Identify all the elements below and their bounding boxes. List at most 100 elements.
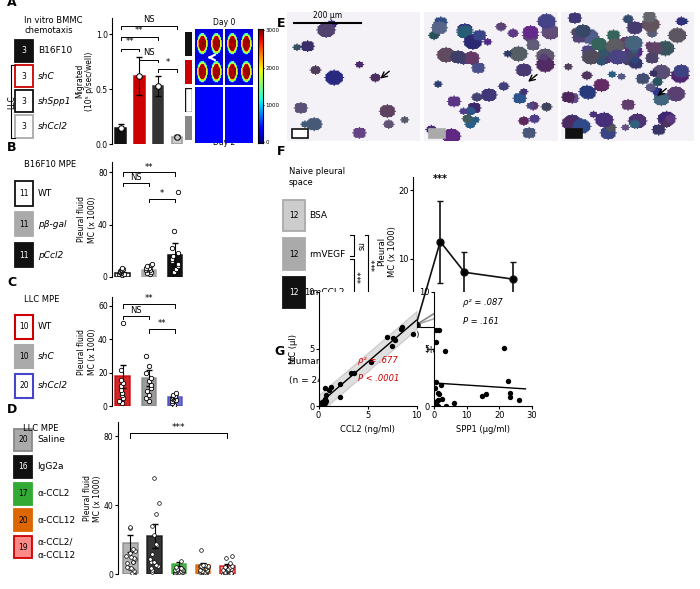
Point	[167, 390, 178, 399]
Point	[125, 552, 136, 562]
Text: ***: ***	[433, 174, 448, 184]
Point	[440, 401, 452, 411]
Text: 11: 11	[20, 220, 29, 229]
Point	[225, 569, 236, 578]
Point	[218, 569, 229, 578]
Point	[220, 554, 231, 563]
Bar	[292, 129, 307, 138]
Point	[116, 390, 127, 399]
Point	[115, 123, 126, 133]
Point	[146, 567, 158, 577]
Point	[166, 254, 177, 263]
Point	[134, 71, 145, 81]
Point	[144, 265, 155, 274]
Point	[151, 541, 162, 550]
Point	[128, 553, 139, 562]
Point	[221, 565, 232, 575]
Point	[321, 396, 332, 406]
Point	[123, 563, 134, 573]
Bar	[141, 270, 156, 277]
Point	[195, 545, 206, 554]
Point	[430, 383, 441, 393]
Point	[167, 393, 178, 403]
Point	[175, 556, 186, 565]
Point	[116, 398, 127, 408]
Point	[196, 567, 207, 576]
Point	[170, 567, 181, 577]
Text: Saline: Saline	[38, 435, 65, 444]
Point	[505, 389, 516, 398]
Bar	[123, 543, 138, 574]
Text: C: C	[7, 276, 16, 289]
Point	[318, 396, 330, 405]
Point	[196, 568, 207, 577]
Bar	[141, 378, 156, 406]
Point	[146, 373, 157, 383]
Point	[201, 567, 212, 576]
Point	[145, 554, 156, 564]
Text: shCcl2: shCcl2	[38, 381, 68, 391]
Point	[319, 398, 330, 408]
Point	[129, 567, 140, 576]
Point	[219, 569, 230, 578]
Point	[168, 267, 179, 276]
FancyBboxPatch shape	[14, 509, 32, 531]
Point	[125, 563, 136, 573]
Point	[125, 523, 136, 532]
X-axis label: Hours after injection: Hours after injection	[426, 346, 512, 355]
Point	[146, 380, 157, 389]
Point	[220, 568, 231, 577]
Text: LLC MPE: LLC MPE	[24, 295, 60, 304]
Point	[202, 561, 214, 571]
Text: F: F	[276, 145, 285, 158]
Point	[153, 498, 164, 508]
Text: Human MPE: Human MPE	[289, 358, 343, 366]
Bar	[134, 76, 144, 144]
Point	[175, 566, 186, 575]
Point	[113, 269, 125, 278]
Point	[128, 569, 139, 578]
Text: 3: 3	[22, 71, 27, 81]
Point	[116, 375, 127, 384]
Point	[170, 388, 181, 398]
Point	[325, 382, 336, 391]
Point	[141, 262, 153, 271]
Point	[146, 549, 158, 558]
Point	[167, 243, 178, 253]
Point	[176, 564, 187, 573]
Point	[118, 393, 129, 403]
Point	[318, 398, 330, 408]
Point	[177, 565, 188, 575]
Bar	[196, 565, 210, 574]
Text: Day 0: Day 0	[213, 18, 235, 27]
Point	[449, 398, 460, 408]
Point	[127, 569, 139, 578]
Point	[167, 392, 178, 402]
Point	[117, 264, 128, 274]
Point	[432, 396, 443, 405]
Text: α-CCL2: α-CCL2	[38, 489, 70, 498]
Text: *: *	[165, 58, 169, 67]
Text: **: **	[158, 319, 166, 329]
Bar	[168, 254, 182, 277]
Point	[194, 565, 205, 575]
Point	[195, 561, 206, 571]
Text: 200 μm: 200 μm	[313, 11, 342, 20]
Text: B16F10: B16F10	[38, 47, 72, 55]
FancyBboxPatch shape	[14, 536, 32, 558]
Point	[435, 380, 447, 390]
Text: 12: 12	[289, 211, 298, 220]
FancyBboxPatch shape	[15, 65, 34, 87]
Point	[195, 561, 206, 571]
Point	[220, 568, 231, 578]
Bar	[168, 397, 182, 406]
Text: 20: 20	[18, 516, 28, 525]
Point	[225, 568, 236, 578]
Point	[433, 389, 444, 399]
Bar	[566, 129, 582, 138]
Bar	[220, 565, 235, 574]
FancyBboxPatch shape	[14, 429, 32, 451]
Text: rmVEGF: rmVEGF	[309, 250, 346, 259]
Point	[177, 565, 188, 574]
Point	[430, 401, 441, 411]
